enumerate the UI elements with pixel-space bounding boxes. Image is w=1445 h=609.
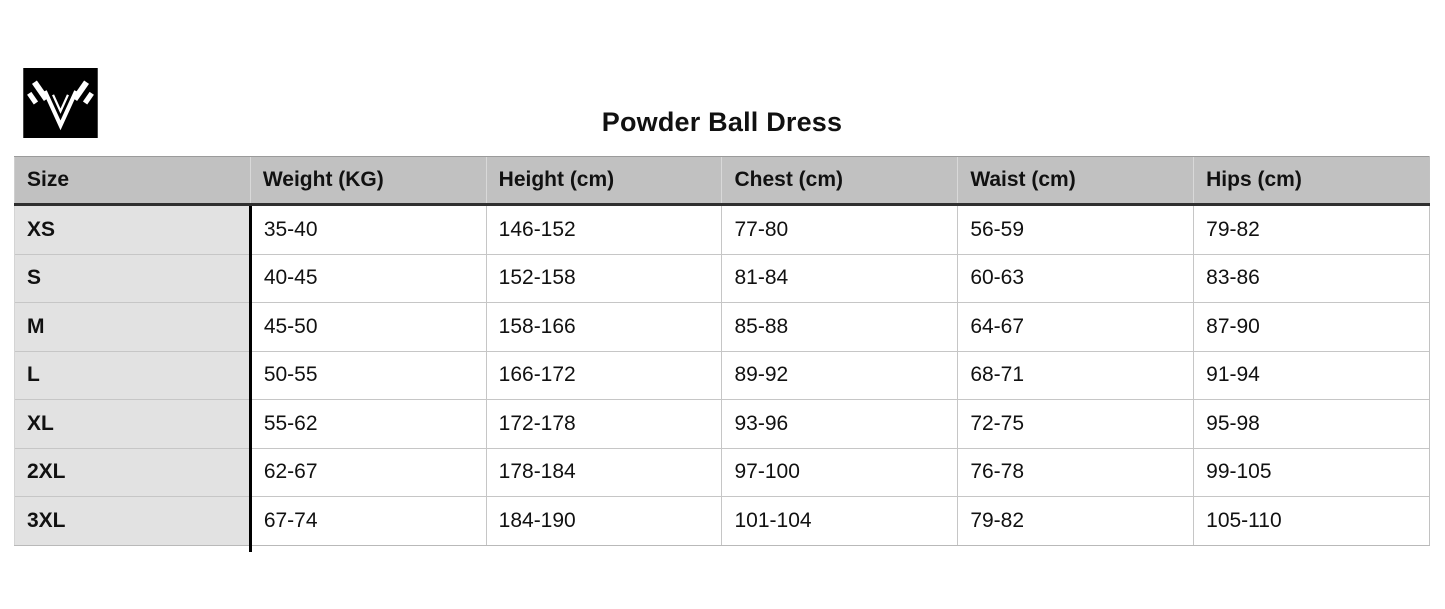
value-cell: 172-178 (485, 399, 722, 448)
brand-logo (23, 68, 98, 138)
value-cell: 87-90 (1193, 302, 1430, 351)
column-header: Size (14, 156, 251, 206)
value-cell: 62-67 (249, 447, 487, 497)
table-row: 2XL 62-67 178-184 97-100 76-78 99-105 (14, 447, 1430, 497)
size-cell: L (14, 350, 252, 400)
size-chart-table: Size Weight (KG) Height (cm) Chest (cm) Wais… (14, 156, 1430, 546)
value-cell: 93-96 (721, 399, 958, 448)
column-header: Chest (cm) (721, 156, 958, 206)
header-row: Size Weight (KG) Height (cm) Chest (cm) Wais… (14, 156, 1430, 206)
column-header: Hips (cm) (1193, 156, 1430, 206)
table-row: L 50-55 166-172 89-92 68-71 91-94 (14, 350, 1430, 400)
value-cell: 81-84 (721, 253, 958, 303)
value-cell: 85-88 (721, 302, 958, 351)
value-cell: 99-105 (1193, 447, 1430, 497)
value-cell: 95-98 (1193, 399, 1430, 448)
size-column-divider-tick (249, 544, 252, 552)
value-cell: 67-74 (249, 496, 487, 546)
value-cell: 184-190 (485, 496, 722, 546)
value-cell: 72-75 (957, 399, 1194, 448)
brand-v-wings-icon (23, 68, 98, 138)
size-cell: XL (14, 399, 252, 448)
value-cell: 56-59 (957, 204, 1194, 254)
value-cell: 79-82 (1193, 204, 1430, 254)
value-cell: 166-172 (485, 350, 722, 400)
value-cell: 91-94 (1193, 350, 1430, 400)
size-cell: 2XL (14, 447, 252, 497)
table-row: S 40-45 152-158 81-84 60-63 83-86 (14, 253, 1430, 303)
value-cell: 152-158 (485, 253, 722, 303)
size-cell: 3XL (14, 496, 252, 546)
table-row: XL 55-62 172-178 93-96 72-75 95-98 (14, 399, 1430, 448)
value-cell: 83-86 (1193, 253, 1430, 303)
column-header: Weight (KG) (249, 156, 487, 206)
size-cell: S (14, 253, 252, 303)
value-cell: 97-100 (721, 447, 958, 497)
value-cell: 50-55 (249, 350, 487, 400)
table-row: 3XL 67-74 184-190 101-104 79-82 105-110 (14, 496, 1430, 546)
value-cell: 101-104 (721, 496, 958, 546)
value-cell: 55-62 (249, 399, 487, 448)
value-cell: 40-45 (249, 253, 487, 303)
value-cell: 68-71 (957, 350, 1194, 400)
value-cell: 178-184 (485, 447, 722, 497)
value-cell: 77-80 (721, 204, 958, 254)
value-cell: 76-78 (957, 447, 1194, 497)
value-cell: 79-82 (957, 496, 1194, 546)
table-row: XS 35-40 146-152 77-80 56-59 79-82 (14, 204, 1430, 254)
value-cell: 60-63 (957, 253, 1194, 303)
column-header: Waist (cm) (957, 156, 1194, 206)
value-cell: 89-92 (721, 350, 958, 400)
value-cell: 45-50 (249, 302, 487, 351)
size-cell: XS (14, 204, 252, 254)
table-body: XS 35-40 146-152 77-80 56-59 79-82 S 40-45 152-1… (14, 204, 1430, 546)
value-cell: 64-67 (957, 302, 1194, 351)
page-title: Powder Ball Dress (601, 107, 843, 137)
size-cell: M (14, 302, 252, 351)
value-cell: 146-152 (485, 204, 722, 254)
table-row: M 45-50 158-166 85-88 64-67 87-90 (14, 302, 1430, 351)
value-cell: 35-40 (249, 204, 487, 254)
value-cell: 158-166 (485, 302, 722, 351)
value-cell: 105-110 (1193, 496, 1430, 546)
column-header: Height (cm) (485, 156, 722, 206)
table-header: Size Weight (KG) Height (cm) Chest (cm) Wais… (14, 156, 1430, 206)
